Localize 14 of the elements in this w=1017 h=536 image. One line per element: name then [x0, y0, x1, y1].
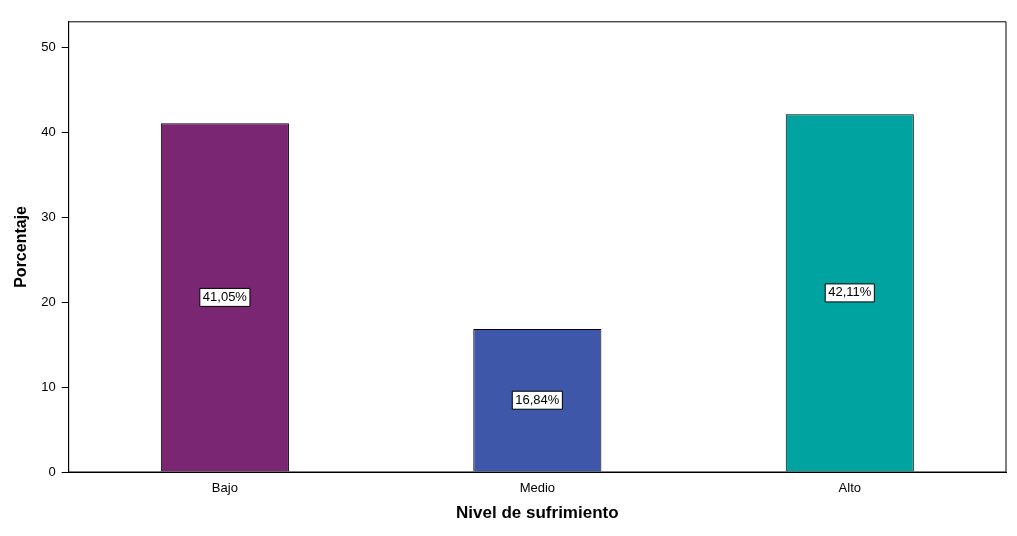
y-tick-label: 30: [41, 208, 56, 224]
y-tick-label: 10: [41, 378, 56, 394]
data-label: 42,11%: [828, 284, 872, 300]
y-tick-label: 50: [41, 38, 56, 54]
y-tick-label: 40: [41, 123, 56, 139]
y-tick-label: 0: [48, 463, 56, 479]
data-label: 16,84%: [515, 391, 560, 407]
y-tick-label: 20: [41, 293, 56, 309]
y-axis-title: Porcentaje: [12, 205, 30, 288]
x-tick-label: Medio: [519, 480, 556, 496]
data-label: 41,05%: [202, 288, 248, 304]
x-axis-title: Nivel de sufrimiento: [456, 503, 619, 523]
x-tick-label: Alto: [838, 480, 861, 496]
x-tick-label: Bajo: [211, 480, 238, 496]
